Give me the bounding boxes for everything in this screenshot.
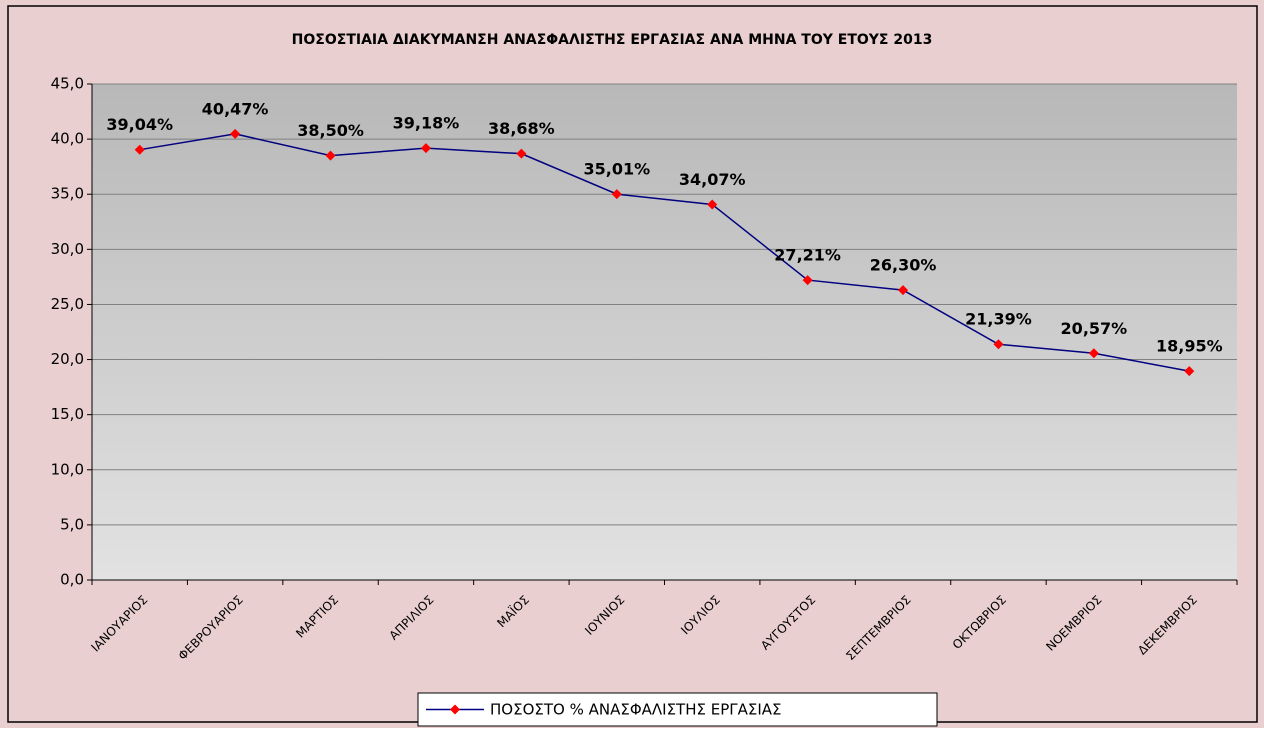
- legend-marker: [450, 704, 460, 715]
- marker: [325, 150, 336, 161]
- series-line: [139, 133, 1190, 372]
- marker: [516, 148, 527, 159]
- y-tick-label: 15,0: [51, 405, 84, 423]
- data-label: 26,30%: [870, 256, 937, 275]
- y-tick-label: 30,0: [51, 240, 84, 258]
- data-label: 38,68%: [488, 119, 555, 138]
- marker: [611, 189, 622, 200]
- data-label: 35,01%: [583, 160, 650, 179]
- data-label: 39,04%: [106, 115, 173, 134]
- y-tick-label: 10,0: [51, 460, 84, 478]
- marker: [1088, 348, 1099, 359]
- marker: [993, 339, 1004, 350]
- data-label: 20,57%: [1061, 319, 1128, 338]
- data-label: 38,50%: [297, 121, 364, 140]
- data-label: 40,47%: [202, 99, 269, 118]
- marker: [802, 275, 813, 286]
- data-label: 21,39%: [965, 310, 1032, 329]
- y-tick-label: 20,0: [51, 350, 84, 368]
- plot-area: [92, 84, 1237, 580]
- data-label: 27,21%: [774, 246, 841, 265]
- marker: [898, 285, 909, 296]
- y-tick-label: 35,0: [51, 185, 84, 203]
- y-tick-label: 40,0: [51, 130, 84, 148]
- legend-label: ΠΟΣΟΣΤΟ % ΑΝΑΣΦΑΛΙΣΤΗΣ ΕΡΓΑΣΙΑΣ: [490, 701, 782, 719]
- y-tick-label: 45,0: [51, 75, 84, 93]
- data-label: 18,95%: [1156, 337, 1223, 356]
- data-label: 39,18%: [393, 114, 460, 133]
- marker: [707, 199, 718, 210]
- marker: [1184, 366, 1195, 377]
- legend-box: [417, 692, 938, 727]
- marker: [420, 143, 431, 154]
- chart-title: ΠΟΣΟΣΤΙΑΙΑ ΔΙΑΚΥΜΑΝΣΗ ΑΝΑΣΦΑΛΙΣΤΗΣ ΕΡΓΑΣ…: [292, 32, 933, 48]
- data-label: 34,07%: [679, 170, 746, 189]
- marker: [134, 144, 145, 155]
- y-tick-label: 5,0: [60, 515, 84, 533]
- y-tick-label: 0,0: [60, 571, 84, 589]
- marker: [230, 128, 241, 139]
- y-tick-label: 25,0: [51, 295, 84, 313]
